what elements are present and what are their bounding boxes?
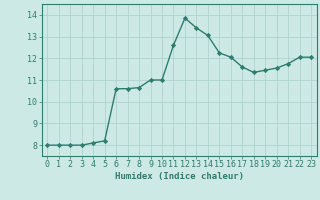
X-axis label: Humidex (Indice chaleur): Humidex (Indice chaleur) (115, 172, 244, 181)
